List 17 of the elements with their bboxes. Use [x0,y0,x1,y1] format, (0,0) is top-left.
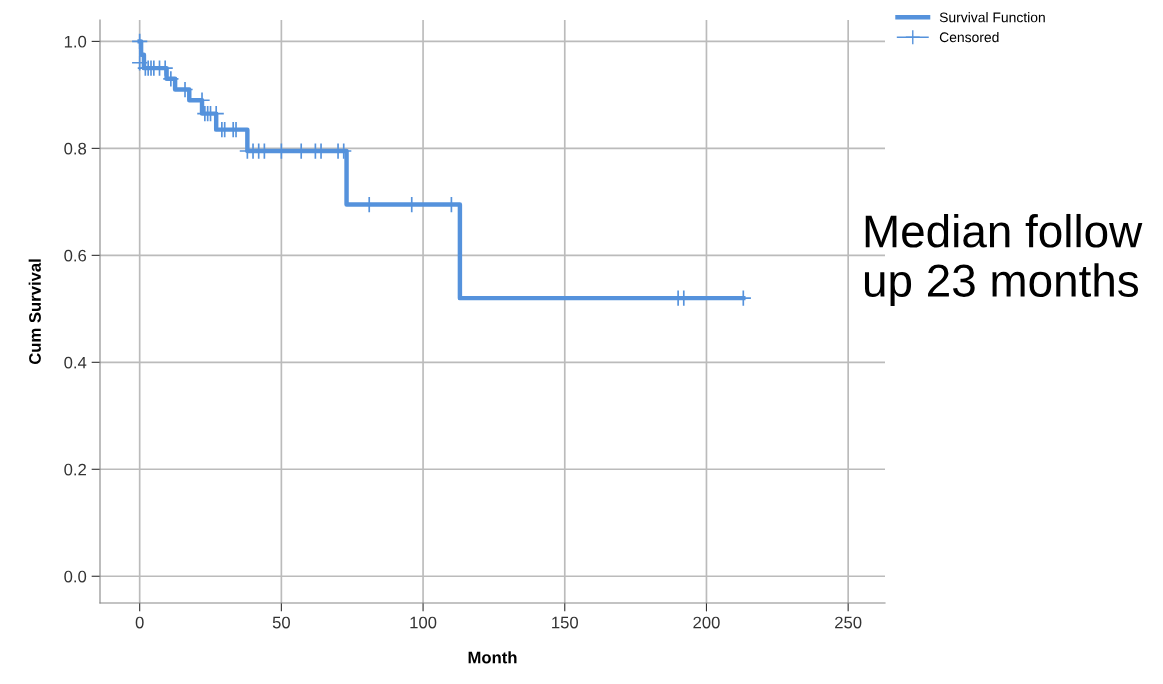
annotation: Median follow up 23 months [864,213,1143,307]
x-tick-label: 250 [835,616,862,629]
y-tick-label: 0.4 [64,356,87,369]
x-tick-label: 150 [552,616,579,629]
x-tick-label: 0 [135,616,144,629]
y-tick-label: 0.6 [64,249,87,262]
y-tick-label: 1.0 [64,35,87,48]
x-tick-label: 200 [693,616,720,629]
y-tick-label: 0.2 [64,463,86,476]
x-tick-label: 100 [410,616,437,629]
y-axis-title: Cum Survival [28,259,41,365]
legend-label: Censored [939,31,999,43]
legend-label: Survival Function [939,12,1045,23]
x-tick-label: 50 [272,616,290,629]
y-tick-label: 0.8 [64,142,87,155]
y-tick-label: 0.0 [64,570,87,583]
x-axis-title: Month [468,651,517,664]
